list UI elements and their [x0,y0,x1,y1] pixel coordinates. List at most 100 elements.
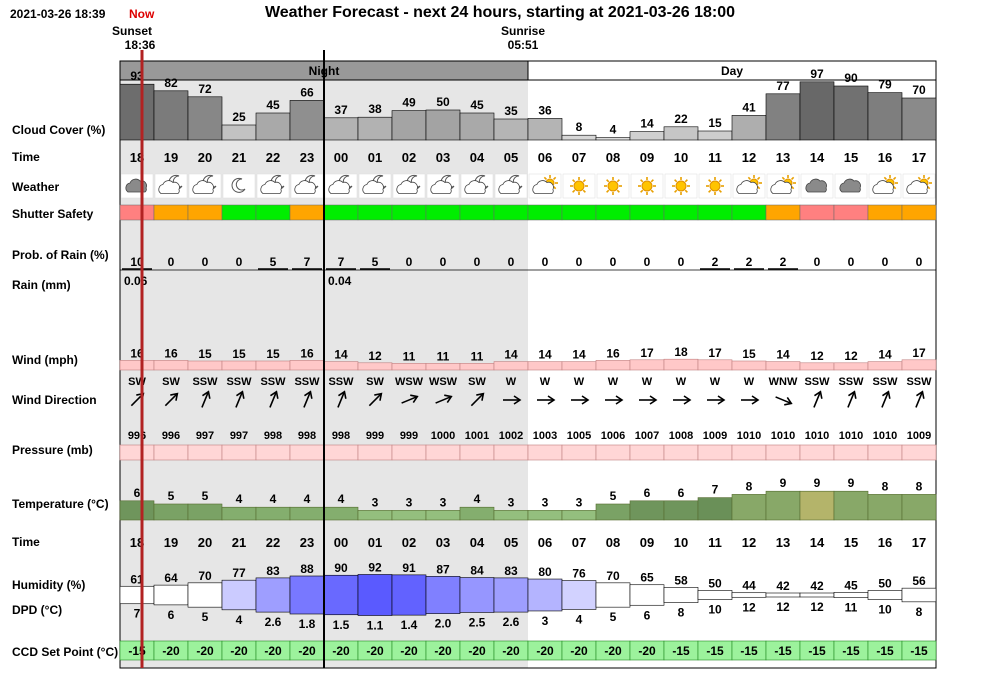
wind-value: 14 [878,348,892,362]
wind-bar [561,361,597,371]
wind-direction-label: WSW [395,376,424,388]
time-label-bottom: 23 [300,535,314,550]
temperature-bar [289,506,325,521]
wind-arrow-head [848,390,857,399]
wind-arrow-icon [269,390,279,408]
cloud-cover-bar [357,116,393,141]
temperature-bar [765,490,801,521]
shutter-safety-cell [901,204,937,221]
wind-arrow-icon [915,390,925,408]
temperature-value: 3 [406,495,413,509]
ccd-value: -15 [910,644,928,658]
cloud-cover-value: 4 [610,123,617,137]
sun-ray [917,176,922,181]
sun-ray [552,176,557,181]
wind-bar [629,359,665,371]
sun-ray [606,179,610,183]
dpd-value: 8 [678,606,685,620]
partly-cloudy-night-icon [324,173,358,199]
pressure-value: 1002 [499,430,523,442]
dpd-value: 2.6 [503,615,520,629]
pressure-value: 999 [400,430,418,442]
dpd-value: 1.5 [333,618,350,632]
cloud-shape [294,180,316,194]
wind-arrow-icon [673,395,692,405]
wind-direction-label: SSW [838,376,864,388]
dpd-value: 6 [644,608,651,622]
humidity-value: 91 [402,561,416,575]
sun-icon [698,173,732,199]
wind-arrow-shaft [470,393,484,407]
humidity-bar [561,580,597,610]
pressure-cell [289,444,325,461]
wind-bar [493,361,529,371]
wind-direction-label: W [608,376,619,388]
row-label-ccd: CCD Set Point (°C) [12,645,118,659]
partly-cloudy-night-icon [392,173,426,199]
sun-ray [790,176,795,181]
wind-direction-label: W [710,376,721,388]
cloud-shape [839,178,861,193]
cloud-cover-bar [799,81,835,141]
cloud-shape [464,180,486,194]
temperature-bar [493,510,529,521]
humidity-value: 70 [606,569,620,583]
sunrise-time: 05:51 [507,38,539,52]
cloud-shape [328,180,350,194]
wind-bar [187,360,223,371]
wind-arrow-icon [368,392,383,407]
humidity-value: 88 [300,562,314,576]
shutter-safety-cell [255,204,291,221]
wind-value: 12 [844,349,858,363]
now-label: Now [129,7,155,21]
ccd-value: -20 [264,644,282,658]
time-label-bottom: 11 [708,535,722,550]
wind-bar [765,361,801,371]
pressure-cell [425,444,461,461]
cloud-cover-bar [833,85,869,141]
time-label: 21 [232,150,246,165]
pressure-cell [221,444,257,461]
wind-arrow-head [615,395,624,405]
time-label: 08 [606,150,620,165]
wind-arrow-head [236,390,245,399]
sun-ray [616,179,620,183]
temperature-bar [799,490,835,521]
partly-cloudy-night-icon [460,173,494,199]
shutter-safety-cell [119,204,155,221]
temperature-value: 6 [134,486,141,500]
sun-disc [607,180,619,192]
wind-bar [663,358,699,371]
pressure-cell [527,444,563,461]
humidity-value: 65 [640,571,654,585]
sun-ray [606,189,610,193]
temperature-bar [153,503,189,521]
row-label-time: Time [12,150,40,164]
wind-arrow-icon [303,390,313,408]
humidity-bar [765,592,801,598]
time-label-bottom: 19 [164,535,178,550]
wind-bar [459,363,495,371]
humidity-value: 44 [742,579,756,593]
partly-cloudy-night-icon [256,173,290,199]
row-label-temperature: Temperature (°C) [12,497,109,511]
wind-direction-label: SSW [226,376,252,388]
wind-value: 17 [640,346,654,360]
wind-arrow-head [649,395,658,405]
sun-ray [756,176,761,181]
wind-arrow-head [270,390,279,399]
temperature-bar [255,506,291,521]
wind-arrow-head [374,392,383,401]
wind-value: 15 [742,347,756,361]
row-label-prob-rain: Prob. of Rain (%) [12,248,109,262]
time-label: 07 [572,150,586,165]
wind-arrow-head [751,395,760,405]
cloud-cover-bar [187,96,223,141]
wind-direction-label: SSW [804,376,830,388]
pressure-cell [357,444,393,461]
cloud-cover-bar [255,112,291,141]
cloud-cover-value: 38 [368,102,382,116]
pressure-cell [595,444,631,461]
wind-arrow-head [170,392,179,401]
